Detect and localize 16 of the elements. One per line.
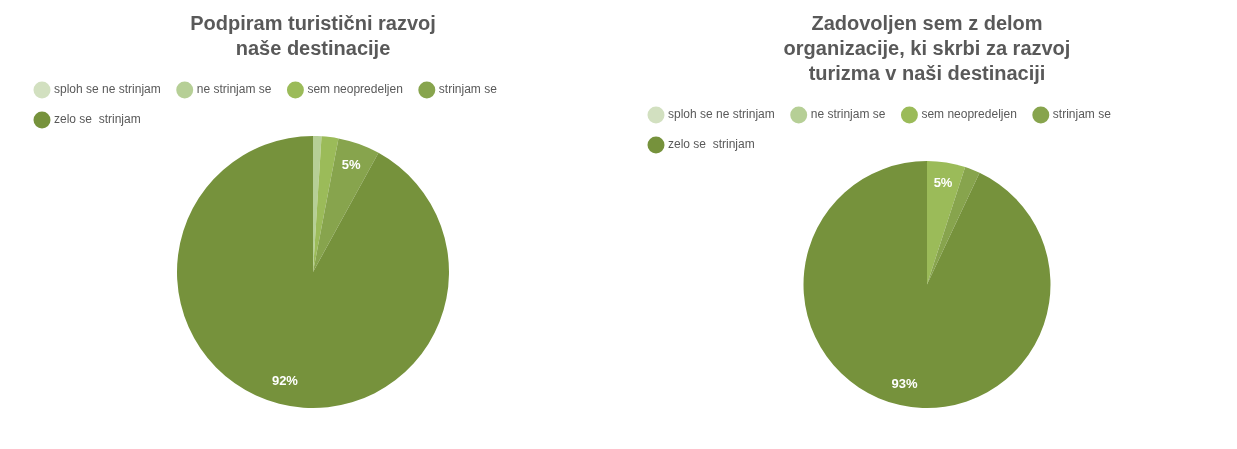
legend-label: sploh se ne strinjam [668,107,775,122]
legend-label: zelo se strinjam [54,112,141,127]
legend-label: strinjam se [1052,107,1112,122]
chart-title: Zadovoljen sem z delom organizacije, ki skrbi za razvoj turizma v naši destinaciji [783,12,1071,85]
legend-label: sem neopredeljen [921,107,1017,122]
legend-label: ne strinjam se [810,107,886,122]
legend-label: strinjam se [438,82,498,97]
legend-label: ne strinjam se [196,82,272,97]
data-label: 5% [933,174,953,190]
legend-label: sem neopredeljen [307,82,403,97]
legend-label: zelo se strinjam [668,137,755,152]
data-label: 93% [891,376,919,392]
data-label: 5% [341,157,362,173]
chart-title: Podpiram turistični razvoj naše destinacije [190,12,436,60]
legend-label: sploh se ne strinjam [54,82,161,97]
data-label: 92% [271,372,299,388]
